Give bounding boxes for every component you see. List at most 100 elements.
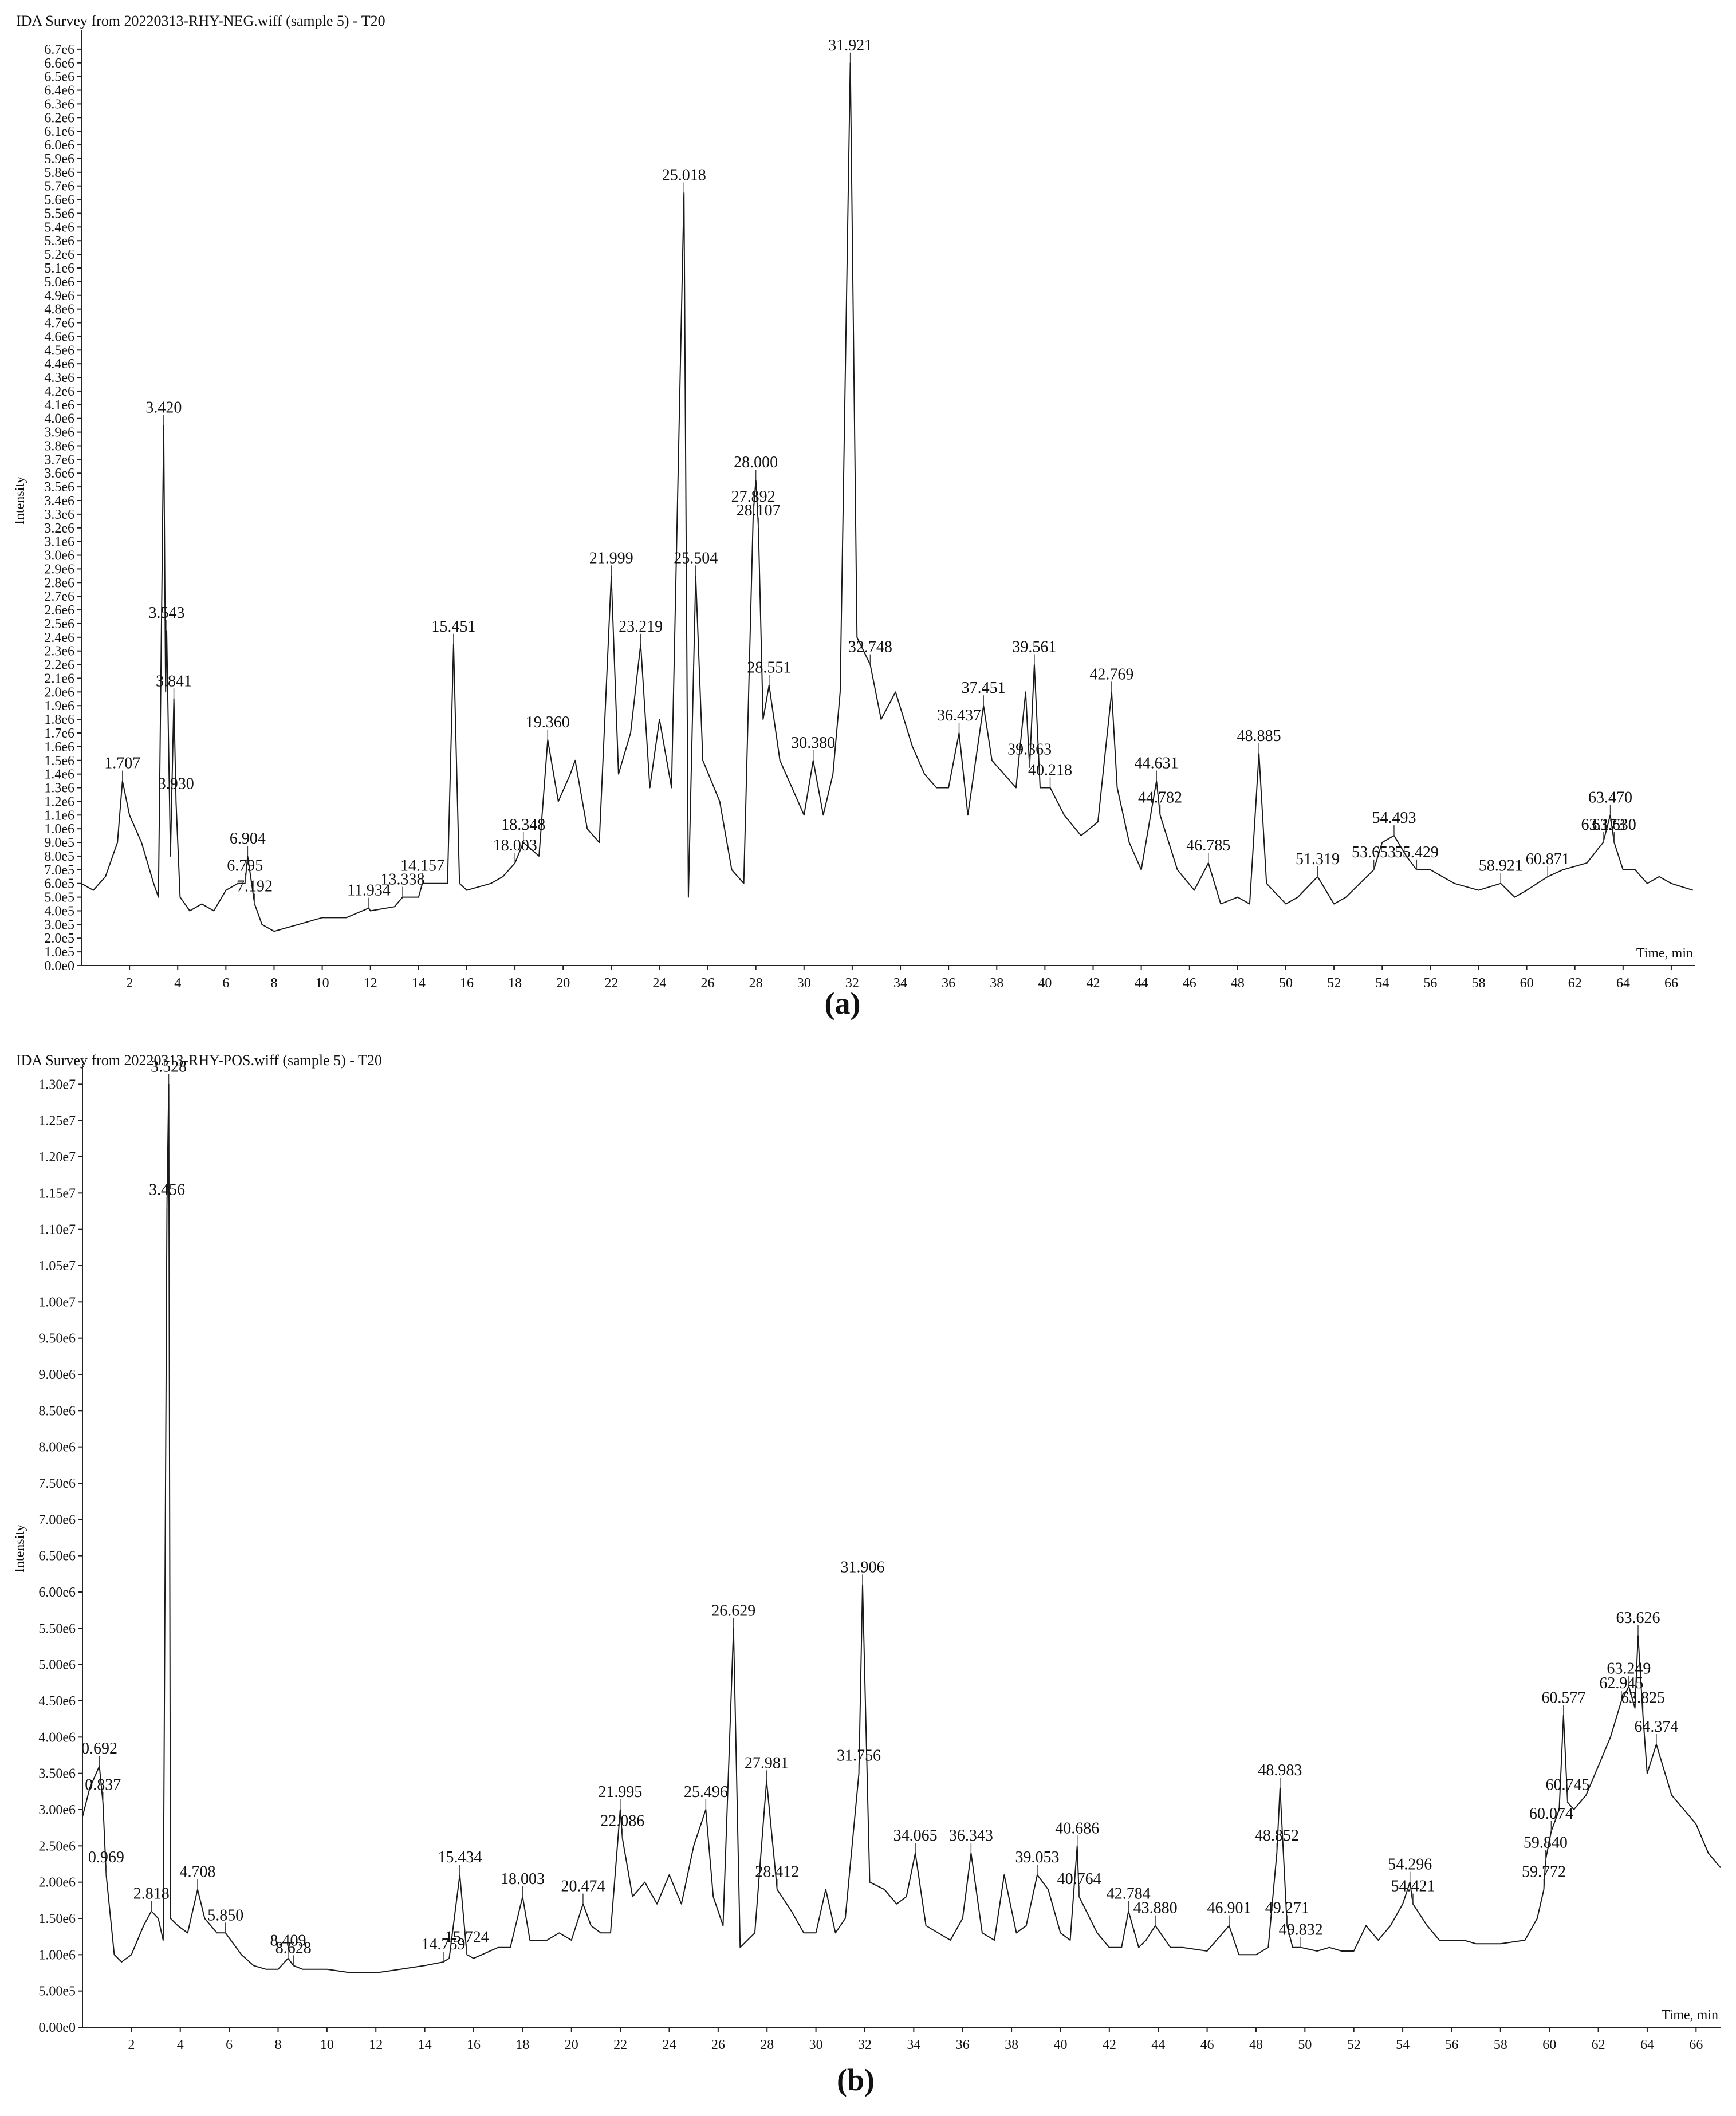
y-tick-label: 1.10e7 bbox=[38, 1223, 76, 1238]
peak-label: 32.748 bbox=[848, 639, 892, 656]
x-tick-label: 24 bbox=[662, 2038, 676, 2052]
y-tick-label: 5.6e6 bbox=[44, 193, 74, 208]
peak-label: 46.785 bbox=[1186, 837, 1230, 854]
x-tick-label: 38 bbox=[1005, 2038, 1018, 2052]
y-tick-label: 2.7e6 bbox=[44, 589, 74, 604]
peak-label: 60.745 bbox=[1545, 1776, 1589, 1794]
peak-label: 63.249 bbox=[1607, 1660, 1651, 1678]
peak-label: 3.930 bbox=[158, 775, 194, 793]
y-tick-label: 1.05e7 bbox=[38, 1259, 76, 1274]
peak-label: 23.219 bbox=[619, 618, 663, 636]
x-tick-label: 52 bbox=[1327, 976, 1341, 991]
x-tick-label: 46 bbox=[1183, 976, 1196, 991]
y-tick-label: 3.8e6 bbox=[44, 439, 74, 454]
x-tick-label: 62 bbox=[1592, 2038, 1605, 2052]
peak-label: 3.528 bbox=[151, 1058, 187, 1075]
y-tick-label: 1.6e6 bbox=[44, 740, 74, 755]
y-tick-label: 8.50e6 bbox=[38, 1404, 76, 1418]
x-tick-label: 26 bbox=[701, 976, 715, 991]
y-tick-label: 4.2e6 bbox=[44, 384, 74, 399]
peak-label: 7.192 bbox=[237, 878, 273, 896]
peak-label: 1.707 bbox=[104, 755, 140, 773]
y-tick-label: 2.6e6 bbox=[44, 603, 74, 618]
y-tick-label: 3.7e6 bbox=[44, 452, 74, 467]
y-tick-label: 1.5e6 bbox=[44, 754, 74, 769]
y-tick-label: 9.00e6 bbox=[38, 1368, 76, 1382]
y-tick-label: 4.8e6 bbox=[44, 302, 74, 317]
x-tick-label: 8 bbox=[270, 976, 277, 991]
x-tick-label: 28 bbox=[760, 2038, 774, 2052]
peak-label: 25.496 bbox=[684, 1783, 728, 1801]
y-tick-label: 5.00e6 bbox=[38, 1658, 76, 1673]
peak-label: 5.850 bbox=[207, 1906, 243, 1924]
peak-label: 2.818 bbox=[133, 1885, 170, 1902]
y-tick-label: 8.0e5 bbox=[44, 849, 74, 864]
peak-label: 39.561 bbox=[1012, 639, 1056, 656]
x-tick-label: 20 bbox=[556, 976, 570, 991]
x-tick-label: 50 bbox=[1298, 2038, 1312, 2052]
x-tick-label: 48 bbox=[1231, 976, 1245, 991]
x-tick-label: 52 bbox=[1347, 2038, 1361, 2052]
peak-label: 60.871 bbox=[1526, 850, 1570, 868]
peak-label: 39.363 bbox=[1007, 741, 1052, 759]
chart-title: IDA Survey from 20220313-RHY-NEG.wiff (s… bbox=[16, 13, 385, 29]
x-tick-label: 22 bbox=[613, 2038, 627, 2052]
y-tick-label: 5.8e6 bbox=[44, 166, 74, 180]
peak-label: 18.348 bbox=[501, 816, 545, 834]
panel-label: (a) bbox=[825, 986, 861, 1020]
peak-label: 55.429 bbox=[1395, 844, 1439, 861]
x-tick-label: 62 bbox=[1568, 976, 1582, 991]
peak-label: 20.474 bbox=[561, 1878, 605, 1896]
x-tick-label: 6 bbox=[222, 976, 229, 991]
y-tick-label: 6.00e6 bbox=[38, 1585, 76, 1600]
x-tick-label: 22 bbox=[604, 976, 618, 991]
y-tick-label: 1.15e7 bbox=[38, 1186, 76, 1201]
x-tick-label: 42 bbox=[1087, 976, 1100, 991]
y-tick-label: 4.6e6 bbox=[44, 329, 74, 344]
peak-label: 28.000 bbox=[734, 454, 778, 471]
y-tick-label: 2.3e6 bbox=[44, 644, 74, 659]
y-tick-label: 2.00e6 bbox=[38, 1875, 76, 1890]
peak-label: 48.852 bbox=[1255, 1827, 1299, 1845]
x-tick-label: 16 bbox=[460, 976, 474, 991]
x-tick-label: 30 bbox=[809, 2038, 823, 2052]
peak-label: 21.995 bbox=[598, 1783, 642, 1801]
peak-label: 39.053 bbox=[1015, 1849, 1060, 1866]
y-tick-label: 2.0e5 bbox=[44, 931, 74, 946]
x-tick-label: 38 bbox=[990, 976, 1003, 991]
x-tick-label: 12 bbox=[369, 2038, 383, 2052]
x-tick-label: 60 bbox=[1542, 2038, 1556, 2052]
peak-label: 51.319 bbox=[1296, 850, 1340, 868]
y-tick-label: 4.0e6 bbox=[44, 412, 74, 427]
x-tick-label: 40 bbox=[1053, 2038, 1067, 2052]
peak-label: 28.107 bbox=[737, 502, 781, 519]
peak-label: 22.086 bbox=[600, 1812, 644, 1830]
y-tick-label: 1.30e7 bbox=[38, 1077, 76, 1092]
y-tick-label: 6.2e6 bbox=[44, 111, 74, 125]
y-tick-label: 3.2e6 bbox=[44, 521, 74, 536]
y-tick-label: 1.20e7 bbox=[38, 1150, 76, 1165]
y-tick-label: 2.5e6 bbox=[44, 617, 74, 632]
y-tick-label: 1.2e6 bbox=[44, 794, 74, 809]
peak-label: 46.901 bbox=[1207, 1900, 1251, 1917]
x-tick-label: 64 bbox=[1640, 2038, 1654, 2052]
x-tick-label: 64 bbox=[1616, 976, 1630, 991]
y-tick-label: 8.00e6 bbox=[38, 1440, 76, 1455]
x-tick-label: 2 bbox=[126, 976, 133, 991]
peak-label: 40.764 bbox=[1057, 1870, 1101, 1888]
peak-label: 0.969 bbox=[88, 1849, 124, 1866]
y-tick-label: 3.5e6 bbox=[44, 480, 74, 495]
x-tick-label: 4 bbox=[177, 2038, 184, 2052]
y-tick-label: 5.50e6 bbox=[38, 1621, 76, 1636]
peak-label: 8.409 bbox=[270, 1932, 306, 1950]
y-tick-label: 7.00e6 bbox=[38, 1512, 76, 1527]
peak-label: 40.218 bbox=[1028, 762, 1072, 779]
peak-label: 13.338 bbox=[380, 871, 424, 889]
peak-label: 63.626 bbox=[1616, 1609, 1660, 1627]
peak-label: 40.686 bbox=[1055, 1819, 1099, 1837]
y-tick-label: 3.50e6 bbox=[38, 1767, 76, 1782]
peak-label: 36.437 bbox=[937, 707, 981, 724]
y-tick-label: 7.50e6 bbox=[38, 1476, 76, 1491]
y-tick-label: 5.2e6 bbox=[44, 247, 74, 262]
peak-label: 49.832 bbox=[1279, 1921, 1323, 1939]
